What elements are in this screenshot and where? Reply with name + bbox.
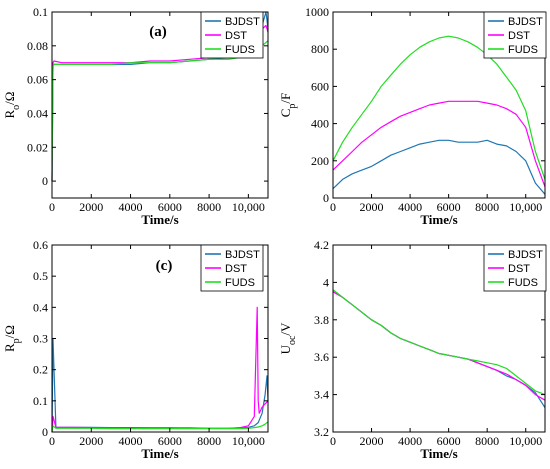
series-line-fuds	[51, 421, 269, 433]
x-tick-label: 0	[49, 434, 55, 448]
x-tick-label: 10,000	[509, 434, 542, 448]
legend: BJDST DST FUDS	[483, 244, 547, 292]
legend: BJDST DST FUDS	[200, 11, 264, 59]
y-tick-label: 0.4	[33, 300, 48, 314]
x-tick-label: 10,000	[509, 200, 542, 214]
legend: BJDST DST FUDS	[483, 11, 547, 59]
x-tick-label: 8000	[197, 434, 221, 448]
y-tick-label: 3.6	[314, 350, 329, 364]
x-tick-label: 0	[330, 434, 336, 448]
y-tick-label: 0.5	[33, 269, 48, 283]
y-axis-label: Cp/F	[278, 93, 298, 118]
y-tick-label: 200	[311, 154, 329, 168]
legend-label-bjdst: BJDST	[508, 249, 543, 261]
x-tick-label: 4000	[119, 200, 143, 214]
y-tick-label: 3.2	[314, 425, 329, 439]
chart-panel-1: 0 2000 4000 6000 8000 10,000 0 0.02 0.04 0.06 0.08…	[2, 5, 269, 227]
chart-panel-4: 0 2000 4000 6000 8000 10,000 3.2 3.4 3.6 3.8 4 4.2 T…	[278, 238, 547, 461]
y-tick-label: 0	[42, 174, 48, 188]
y-tick-label: 3.4	[314, 388, 329, 402]
legend-label-fuds: FUDS	[508, 277, 538, 289]
x-tick-label: 0	[49, 200, 55, 214]
y-axis-label: Rp/Ω	[2, 325, 22, 352]
y-axis-label: Uoc/V	[278, 322, 298, 354]
y-tick-label: 0	[42, 425, 48, 439]
x-axis-label: Time/s	[141, 212, 178, 227]
x-tick-label: 6000	[158, 434, 182, 448]
x-axis-label: Time/s	[141, 446, 178, 461]
x-tick-label: 8000	[197, 200, 221, 214]
y-tick-label: 0	[323, 191, 329, 205]
legend-label-bjdst: BJDST	[225, 16, 260, 28]
x-tick-label: 4000	[398, 434, 422, 448]
x-tick-label: 2000	[360, 434, 384, 448]
x-tick-label: 8000	[475, 434, 499, 448]
x-tick-label: 2000	[79, 434, 103, 448]
x-tick-label: 4000	[119, 434, 143, 448]
y-tick-label: 0.6	[33, 238, 48, 252]
legend-label-bjdst: BJDST	[508, 16, 543, 28]
y-tick-label: 4	[323, 275, 329, 289]
x-tick-label: 6000	[437, 434, 461, 448]
x-tick-label: 0	[330, 200, 336, 214]
x-tick-label: 6000	[158, 200, 182, 214]
x-tick-label: 10,000	[232, 200, 265, 214]
y-tick-label: 600	[311, 79, 329, 93]
legend-label-fuds: FUDS	[225, 44, 255, 56]
chart-panel-3: 0 2000 4000 6000 8000 10,000 0 0.1 0.2 0.3 0.4 0.5 0…	[2, 238, 269, 461]
axes-frame	[332, 11, 546, 199]
panel-label: (c)	[156, 258, 173, 274]
y-tick-label: 4.2	[314, 238, 329, 252]
legend-label-bjdst: BJDST	[225, 249, 260, 261]
y-tick-label: 0.04	[27, 106, 48, 120]
legend-label-dst: DST	[225, 30, 247, 42]
series-line-bjdst	[332, 139, 546, 195]
x-tick-label: 4000	[398, 200, 422, 214]
legend-label-fuds: FUDS	[508, 44, 538, 56]
x-tick-label: 2000	[360, 200, 384, 214]
x-axis-label: Time/s	[420, 446, 457, 461]
y-tick-label: 0.1	[33, 394, 48, 408]
legend-label-dst: DST	[508, 30, 530, 42]
y-tick-label: 400	[311, 117, 329, 131]
panel-label: (a)	[149, 24, 167, 40]
x-tick-label: 6000	[437, 200, 461, 214]
series-line-fuds	[332, 35, 546, 180]
y-tick-label: 0.3	[33, 332, 48, 346]
y-tick-label: 0.06	[27, 73, 48, 87]
x-tick-label: 8000	[475, 200, 499, 214]
chart-panel-2: 0 2000 4000 6000 8000 10,000 0 200 400 600 800 1000…	[278, 5, 547, 227]
axes-frame	[51, 11, 269, 199]
y-tick-label: 1000	[305, 5, 329, 19]
legend-label-fuds: FUDS	[225, 277, 255, 289]
y-tick-label: 3.8	[314, 313, 329, 327]
series-line-fuds	[332, 289, 546, 396]
x-tick-label: 10,000	[232, 434, 265, 448]
y-tick-label: 0.2	[33, 363, 48, 377]
legend-label-dst: DST	[508, 263, 530, 275]
legend-label-dst: DST	[225, 263, 247, 275]
y-axis-label: Ro/Ω	[2, 92, 22, 119]
y-tick-label: 0.02	[27, 140, 48, 154]
axes-frame	[332, 244, 546, 433]
x-tick-label: 2000	[79, 200, 103, 214]
legend: BJDST DST FUDS	[200, 244, 264, 292]
y-tick-label: 0.1	[33, 5, 48, 19]
y-tick-label: 0.08	[27, 39, 48, 53]
x-axis-label: Time/s	[420, 212, 457, 227]
y-tick-label: 800	[311, 42, 329, 56]
series-line-dst	[332, 100, 546, 188]
